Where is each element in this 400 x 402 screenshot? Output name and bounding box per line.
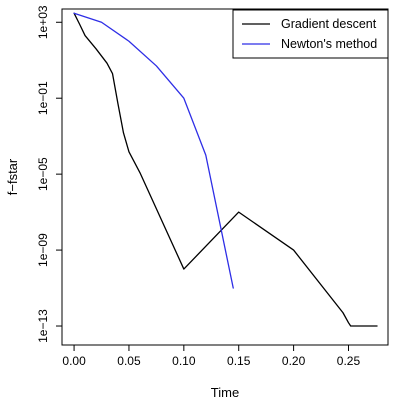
legend-label-newtons-method: Newton's method xyxy=(281,37,377,51)
x-tick-label-2: 0.10 xyxy=(172,354,196,368)
x-tick-label-4: 0.20 xyxy=(282,354,306,368)
x-axis: 0.00 0.05 0.10 0.15 0.20 0.25 xyxy=(62,345,360,368)
y-tick-label-1: 1e−01 xyxy=(36,81,50,115)
legend-box xyxy=(232,9,389,59)
x-tick-label-0: 0.00 xyxy=(62,354,86,368)
x-tick-label-1: 0.05 xyxy=(117,354,141,368)
plot-frame xyxy=(61,8,389,346)
y-axis: 1e+03 1e−01 1e−05 1e−09 1e−13 xyxy=(36,5,62,343)
legend: Gradient descent Newton's method xyxy=(232,9,389,59)
y-tick-label-4: 1e−13 xyxy=(36,309,50,343)
x-axis-title: Time xyxy=(211,385,239,400)
series-layer xyxy=(73,12,378,327)
x-tick-label-5: 0.25 xyxy=(337,354,361,368)
y-tick-label-2: 1e−05 xyxy=(36,157,50,191)
legend-label-gradient-descent: Gradient descent xyxy=(281,17,377,31)
x-tick-label-3: 0.15 xyxy=(227,354,251,368)
series-line-gradient-descent xyxy=(73,12,378,327)
series-line-newton-s-method xyxy=(73,12,234,289)
y-tick-label-0: 1e+03 xyxy=(36,5,50,39)
y-axis-title: f−fstar xyxy=(5,158,20,195)
y-tick-label-3: 1e−09 xyxy=(36,233,50,267)
